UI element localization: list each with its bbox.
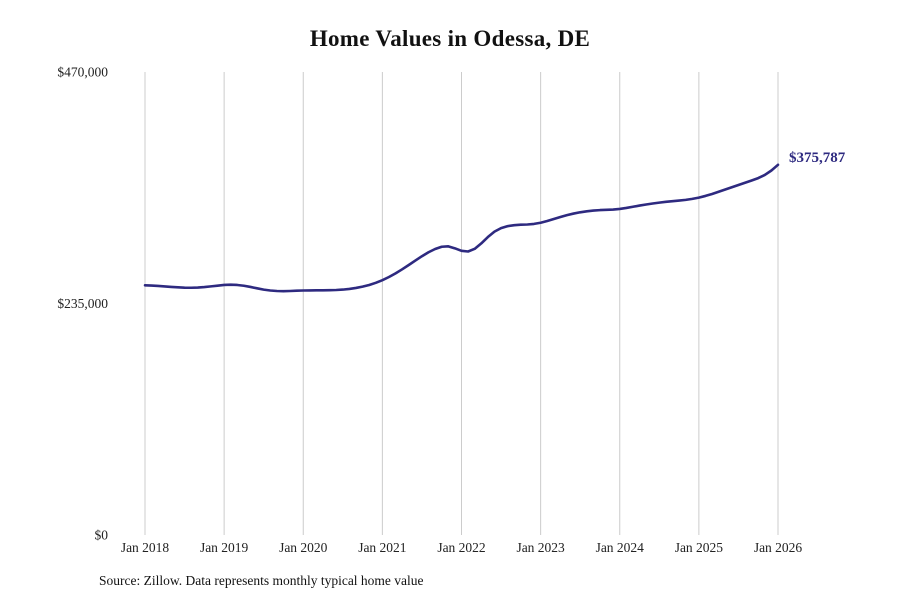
x-tick-label: Jan 2021 <box>358 540 406 555</box>
x-tick-label: Jan 2023 <box>516 540 565 555</box>
x-tick-label: Jan 2018 <box>121 540 170 555</box>
y-tick-label: $0 <box>95 528 109 543</box>
y-tick-label: $470,000 <box>57 65 108 80</box>
chart-title: Home Values in Odessa, DE <box>309 26 591 51</box>
x-tick-label: Jan 2022 <box>437 540 485 555</box>
x-tick-label: Jan 2019 <box>200 540 249 555</box>
source-note: Source: Zillow. Data represents monthly … <box>99 573 424 588</box>
x-tick-label: Jan 2025 <box>675 540 724 555</box>
latest-value-label: $375,787 <box>789 150 846 166</box>
x-tick-label: Jan 2020 <box>279 540 328 555</box>
home-value-line <box>143 163 780 293</box>
x-tick-label: Jan 2026 <box>754 540 803 555</box>
x-tick-label: Jan 2024 <box>596 540 645 555</box>
y-tick-label: $235,000 <box>57 296 108 311</box>
